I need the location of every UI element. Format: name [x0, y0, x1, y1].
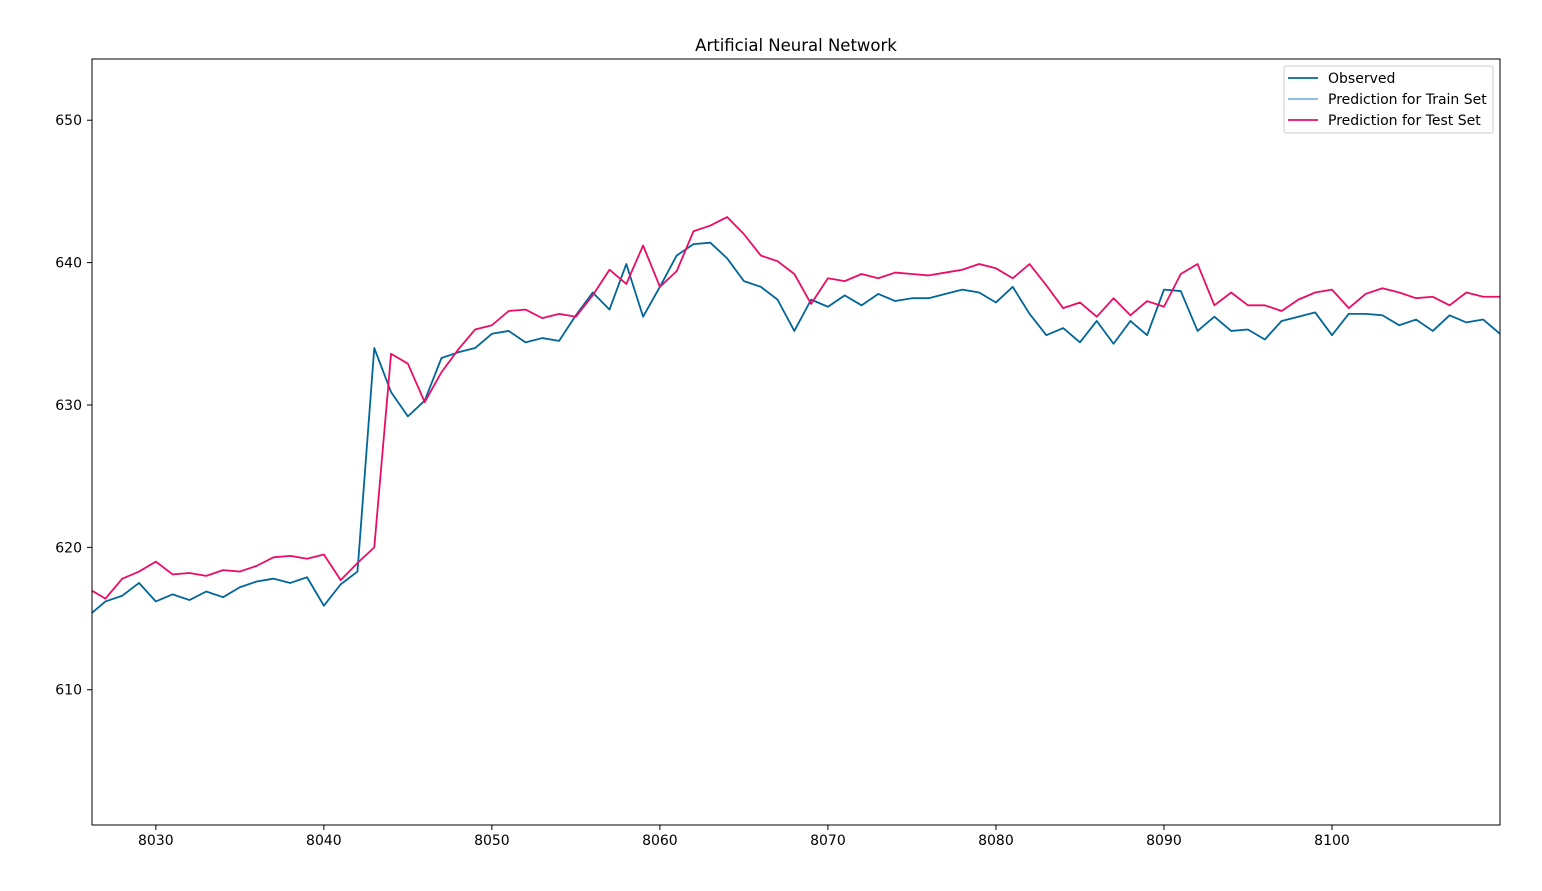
- plot-lines: [92, 216, 1500, 615]
- x-tick-label: 8080: [978, 833, 1014, 849]
- x-tick-label: 8040: [306, 833, 342, 849]
- y-tick-label: 630: [55, 398, 82, 414]
- legend-label-2: Prediction for Test Set: [1328, 113, 1481, 129]
- x-tick-label: 8070: [810, 833, 846, 849]
- x-tick-label: 8060: [642, 833, 678, 849]
- plot-frame: [91, 58, 1501, 826]
- y-axis: 610 620 630 640 650: [55, 113, 92, 699]
- x-tick-label: 8090: [1146, 833, 1182, 849]
- legend-label-1: Prediction for Train Set: [1328, 92, 1487, 108]
- y-tick-label: 650: [55, 113, 82, 129]
- series-line-0: [92, 241, 1500, 615]
- legend: Observed Prediction for Train Set Predicti…: [1283, 65, 1494, 134]
- y-tick-label: 620: [55, 540, 82, 556]
- x-tick-label: 8100: [1314, 833, 1350, 849]
- legend-box: [1283, 65, 1494, 134]
- x-axis: 8030 8040 8050 8060 8070 8080 8090 8100: [138, 825, 1350, 849]
- x-tick-label: 8050: [474, 833, 510, 849]
- y-tick-label: 640: [55, 256, 82, 272]
- series-line-2: [92, 216, 1500, 600]
- y-tick-label: 610: [55, 683, 82, 699]
- chart-title: Artificial Neural Network: [695, 36, 897, 55]
- legend-label-0: Observed: [1328, 71, 1395, 87]
- x-tick-label: 8030: [138, 833, 174, 849]
